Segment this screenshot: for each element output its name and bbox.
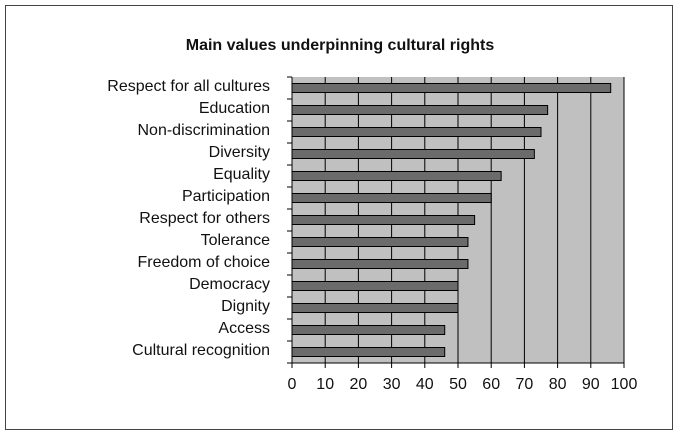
x-tick-label: 10 [316,376,334,393]
y-tick-label: Cultural recognition [132,342,270,359]
bar [291,105,549,115]
bar [291,259,469,269]
bar [291,325,446,335]
bar [291,193,492,203]
y-tick-label: Education [199,100,270,117]
y-tick-label: Participation [182,188,270,205]
x-tick-label: 0 [288,376,297,393]
x-tick-label: 70 [516,376,534,393]
x-tick-label: 80 [549,376,567,393]
x-tick-label: 60 [482,376,500,393]
bar [291,281,459,291]
bar [291,127,542,137]
bar [291,347,446,357]
y-tick-label: Equality [213,166,270,183]
y-tick-label: Dignity [221,298,270,315]
y-tick-label: Freedom of choice [137,254,270,271]
bar [291,171,502,181]
y-tick-label: Respect for all cultures [107,78,270,95]
bar [291,215,476,225]
y-tick-label: Access [218,320,270,337]
x-tick-label: 50 [449,376,467,393]
y-tick-label: Diversity [209,144,270,161]
bar [291,149,535,159]
chart-title: Main values underpinning cultural rights [186,37,495,54]
x-tick-label: 100 [611,376,638,393]
x-tick-label: 20 [350,376,368,393]
y-tick-label: Democracy [189,276,270,293]
y-tick-label: Respect for others [139,210,270,227]
x-tick-label: 40 [416,376,434,393]
bar [291,83,612,93]
bar [291,237,469,247]
y-tick-label: Tolerance [201,232,270,249]
bar [291,303,459,313]
y-tick-label: Non-discrimination [138,122,271,139]
x-tick-label: 30 [383,376,401,393]
x-tick-label: 90 [582,376,600,393]
